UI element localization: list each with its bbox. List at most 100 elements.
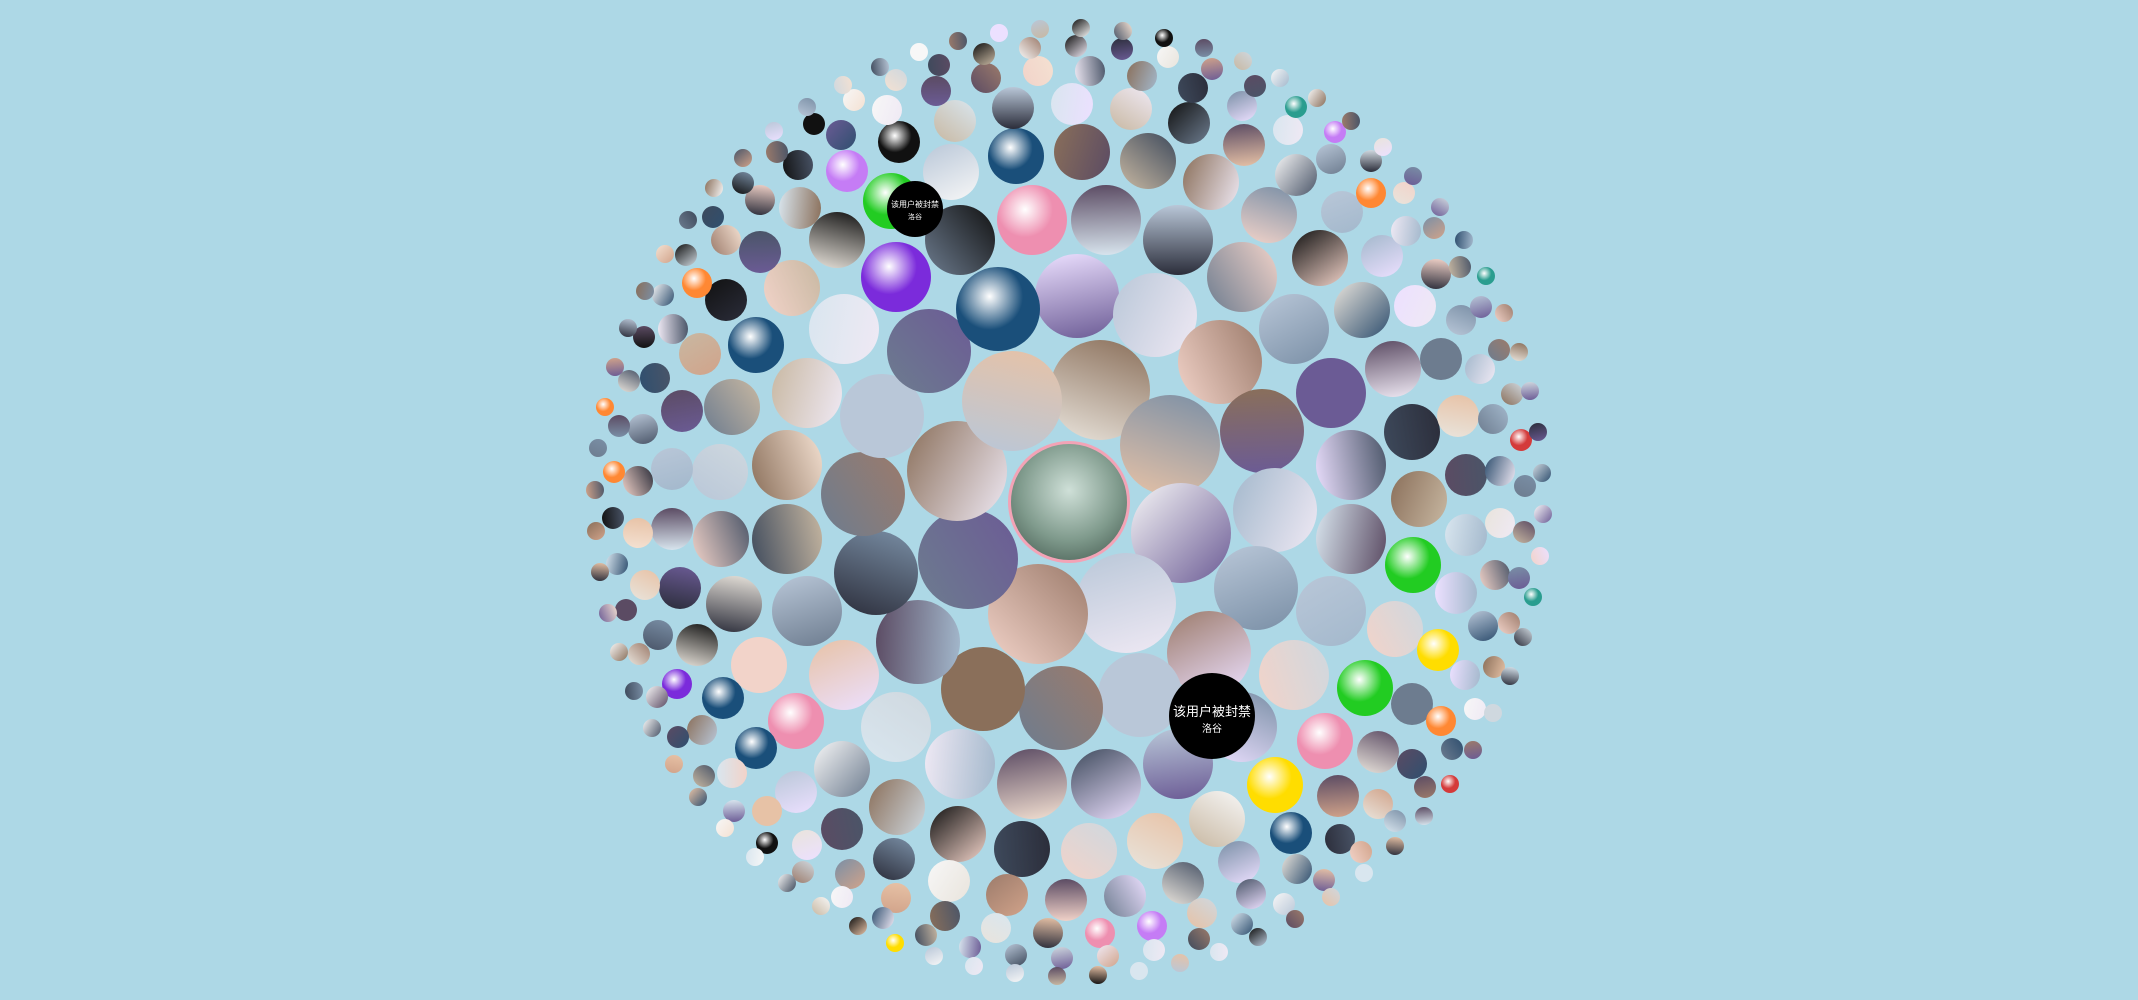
user-avatar[interactable] [1274,153,1317,196]
user-avatar[interactable] [706,575,763,632]
user-avatar[interactable] [1385,536,1442,593]
user-avatar[interactable] [1033,918,1064,949]
user-avatar[interactable] [1501,383,1524,406]
user-avatar[interactable] [1120,395,1221,496]
user-avatar[interactable] [1315,429,1386,500]
user-avatar[interactable] [1420,259,1451,290]
user-avatar[interactable] [763,260,820,317]
user-avatar[interactable] [1497,611,1520,634]
user-avatar[interactable] [1154,28,1173,47]
user-avatar[interactable] [1296,713,1353,770]
user-avatar[interactable] [623,518,654,549]
user-avatar[interactable] [1259,294,1330,365]
user-avatar[interactable] [1445,454,1488,497]
user-avatar[interactable] [622,466,653,497]
user-avatar[interactable] [1249,927,1267,946]
user-avatar[interactable] [1524,587,1543,606]
user-avatar[interactable] [664,754,683,773]
user-avatar[interactable] [645,685,668,708]
user-avatar[interactable] [861,241,932,312]
user-avatar[interactable] [1484,704,1503,723]
user-avatar[interactable] [973,42,995,65]
user-avatar[interactable] [722,800,745,823]
user-avatar[interactable] [955,266,1040,351]
user-avatar[interactable] [1455,231,1474,250]
center-avatar[interactable] [1008,441,1130,563]
user-avatar[interactable] [733,149,752,168]
user-avatar[interactable] [1393,181,1416,204]
user-avatar[interactable] [833,531,918,616]
user-avatar[interactable] [1285,95,1308,118]
user-avatar[interactable] [602,460,625,483]
user-avatar[interactable] [1071,185,1142,256]
user-avatar[interactable] [1054,124,1111,181]
user-avatar[interactable] [1528,422,1547,441]
user-avatar[interactable] [752,429,823,500]
user-avatar[interactable] [1072,19,1091,38]
user-avatar[interactable] [1464,698,1487,721]
user-avatar[interactable] [602,507,625,530]
user-avatar[interactable] [628,642,651,665]
user-avatar[interactable] [1337,660,1394,717]
user-avatar[interactable] [1316,774,1359,817]
user-avatar[interactable] [1246,757,1303,814]
user-avatar[interactable] [861,692,932,763]
user-avatar[interactable] [1333,281,1390,338]
banned-user-avatar[interactable]: 该用户被封禁 洛谷 [887,181,943,237]
user-avatar[interactable] [778,874,797,893]
user-avatar[interactable] [1520,382,1539,401]
user-avatar[interactable] [618,319,637,338]
user-avatar[interactable] [1286,909,1305,928]
user-avatar[interactable] [1273,114,1303,145]
user-avatar[interactable] [618,370,641,392]
user-avatar[interactable] [1391,682,1434,725]
user-avatar[interactable] [1201,58,1224,81]
user-avatar[interactable] [701,206,724,229]
user-avatar[interactable] [1341,111,1360,130]
user-avatar[interactable] [1271,68,1290,87]
user-avatar[interactable] [1435,572,1478,615]
user-avatar[interactable] [1441,774,1460,793]
user-avatar[interactable] [1507,566,1530,589]
user-avatar[interactable] [651,448,694,491]
user-avatar[interactable] [1483,655,1506,678]
user-avatar[interactable] [985,874,1028,917]
user-avatar[interactable] [1217,840,1260,883]
user-avatar[interactable] [962,350,1063,451]
user-avatar[interactable] [1485,507,1516,538]
user-avatar[interactable] [1533,505,1552,524]
user-avatar[interactable] [1324,120,1347,143]
user-avatar[interactable] [1047,966,1066,985]
user-avatar[interactable] [1422,217,1445,240]
user-avatar[interactable] [678,332,721,375]
user-avatar[interactable] [717,757,748,788]
user-avatar[interactable] [1085,917,1116,948]
user-avatar[interactable] [1467,610,1498,641]
user-avatar[interactable] [710,224,741,255]
user-avatar[interactable] [868,778,925,835]
user-avatar[interactable] [803,112,826,135]
user-avatar[interactable] [917,508,1018,609]
user-avatar[interactable] [1394,284,1437,327]
banned-user-avatar[interactable]: 该用户被封禁 洛谷 [1169,673,1255,759]
user-avatar[interactable] [1126,813,1183,870]
user-avatar[interactable] [1233,51,1252,70]
user-avatar[interactable] [1018,665,1103,750]
user-avatar[interactable] [814,740,871,797]
user-avatar[interactable] [1220,388,1305,473]
user-avatar[interactable] [779,187,822,230]
user-avatar[interactable] [1450,659,1481,690]
user-avatar[interactable] [971,63,1001,94]
user-avatar[interactable] [692,510,749,567]
user-avatar[interactable] [625,682,644,700]
user-avatar[interactable] [1296,575,1367,646]
user-avatar[interactable] [704,178,723,197]
user-avatar[interactable] [1487,339,1510,362]
user-avatar[interactable] [591,563,610,582]
user-avatar[interactable] [1312,869,1335,892]
user-avatar[interactable] [716,819,735,838]
user-avatar[interactable] [1374,137,1393,156]
user-avatar[interactable] [791,830,822,861]
user-avatar[interactable] [981,912,1012,943]
user-avatar[interactable] [1051,946,1074,969]
